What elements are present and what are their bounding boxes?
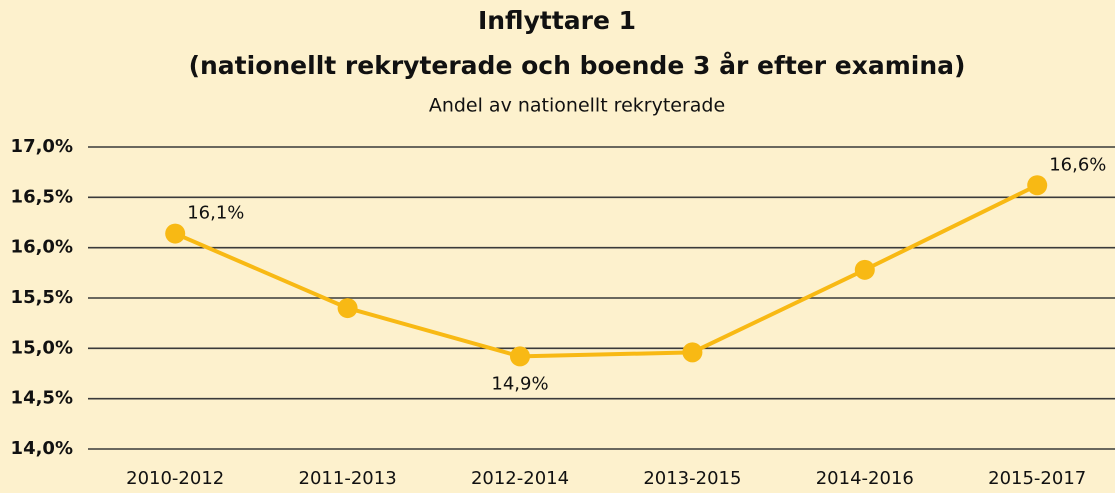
data-label: 16,1%	[187, 203, 244, 224]
y-tick-label: 16,5%	[11, 186, 73, 207]
data-label: 16,6%	[1049, 154, 1106, 175]
marker	[682, 342, 703, 363]
x-tick-label: 2011-2013	[299, 468, 397, 489]
x-tick-label: 2015-2017	[988, 468, 1086, 489]
marker	[854, 259, 875, 280]
line	[174, 183, 1039, 359]
x-tick-label: 2014-2016	[816, 468, 914, 489]
y-tick-label: 15,5%	[11, 287, 73, 308]
marker	[510, 346, 530, 367]
marker	[165, 223, 186, 244]
x-tick-label: 2013-2015	[643, 468, 741, 489]
y-tick-label: 17,0%	[11, 136, 73, 157]
y-tick-label: 14,0%	[11, 438, 73, 459]
y-tick-label: 15,0%	[11, 337, 73, 358]
x-tick-label: 2012-2014	[471, 468, 569, 489]
marker	[337, 298, 358, 319]
y-tick-label: 14,5%	[11, 388, 73, 409]
chart-title: (nationellt rekryterade och boende 3 år …	[189, 51, 966, 80]
data-label: 14,9%	[491, 373, 548, 394]
marker	[1027, 175, 1048, 196]
chart-title: Inflyttare 1	[478, 6, 636, 35]
y-tick-label: 16,0%	[11, 237, 73, 258]
chart-subtitle: Andel av nationellt rekryterade	[429, 95, 725, 117]
x-tick-label: 2010-2012	[126, 468, 224, 489]
